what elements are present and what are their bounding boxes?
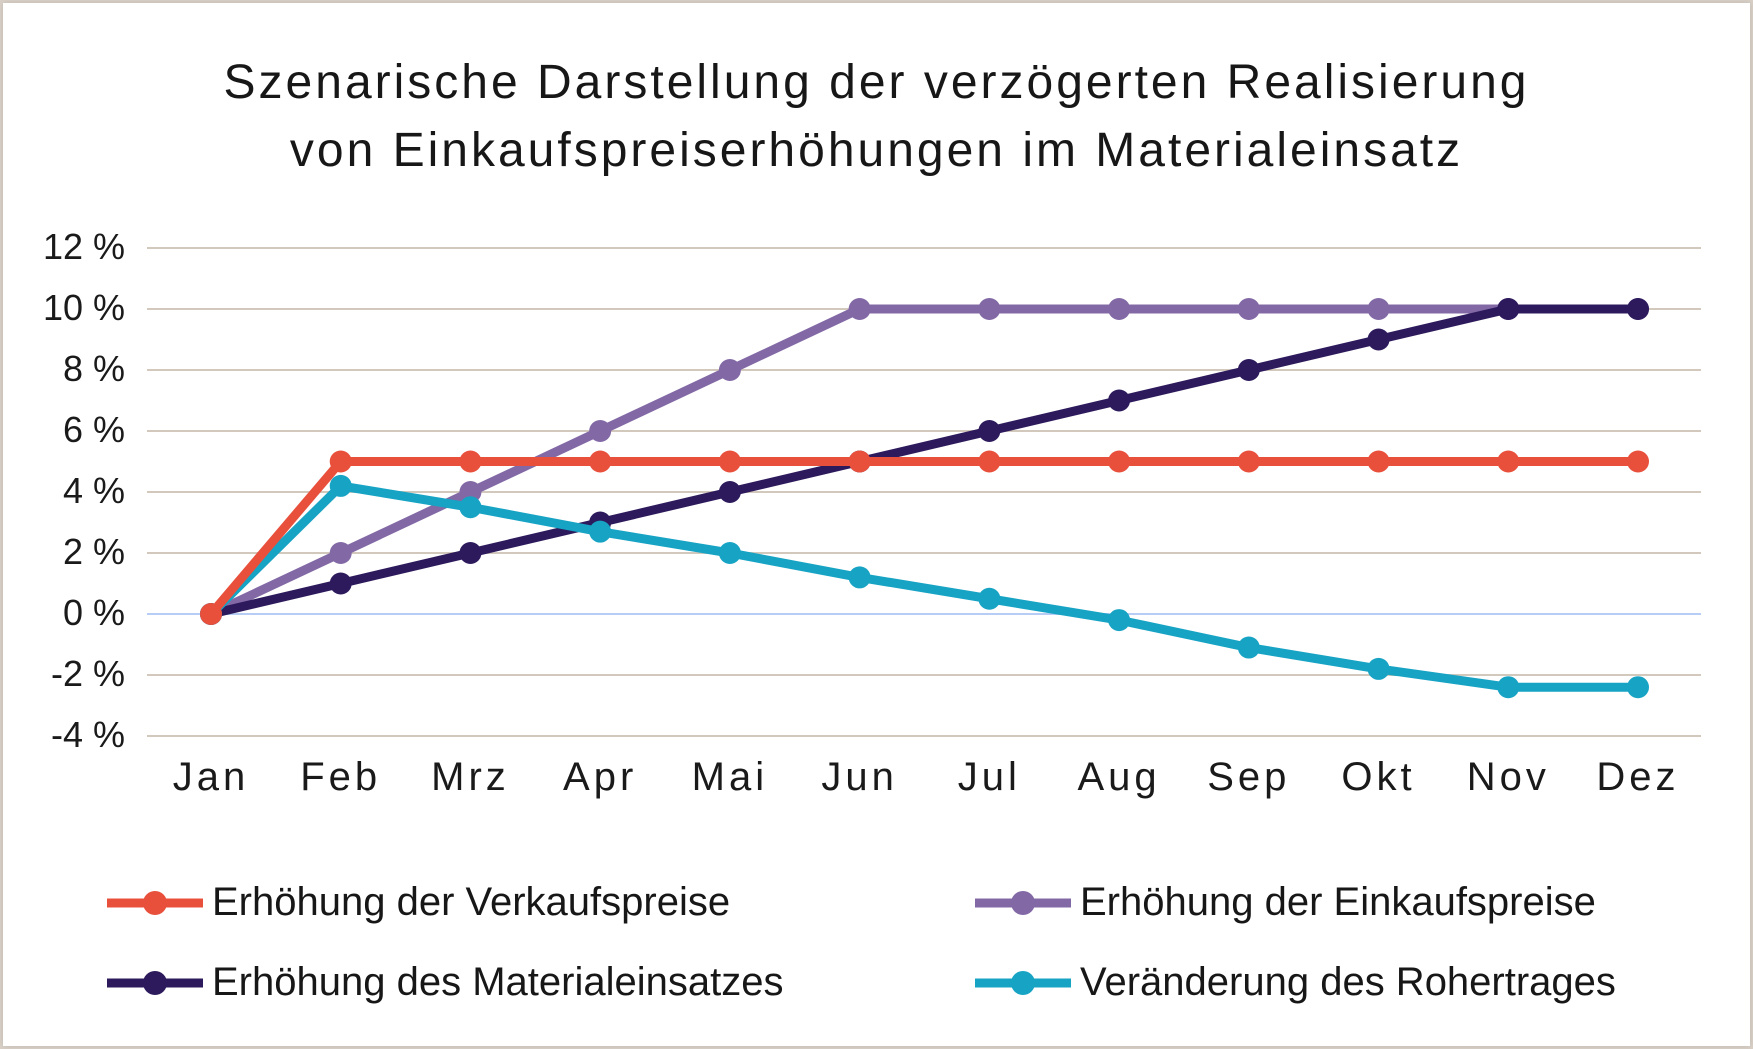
svg-text:0 %: 0 % [63,592,125,633]
svg-text:8 %: 8 % [63,348,125,389]
svg-text:10 %: 10 % [43,287,125,328]
svg-text:Dez: Dez [1596,755,1679,799]
svg-text:Jul: Jul [958,755,1021,799]
svg-text:6 %: 6 % [63,409,125,450]
svg-text:Apr: Apr [563,755,637,799]
svg-text:Nov: Nov [1467,755,1550,799]
svg-text:-4 %: -4 % [51,714,125,755]
svg-text:2 %: 2 % [63,531,125,572]
svg-text:Mai: Mai [692,755,768,799]
svg-text:Okt: Okt [1341,755,1415,799]
svg-text:Aug: Aug [1078,755,1161,799]
svg-text:-2 %: -2 % [51,653,125,694]
svg-text:Feb: Feb [300,755,381,799]
svg-text:4 %: 4 % [63,470,125,511]
svg-text:Jan: Jan [173,755,250,799]
svg-text:Mrz: Mrz [431,755,510,799]
svg-text:Jun: Jun [821,755,898,799]
svg-text:12 %: 12 % [43,226,125,267]
svg-text:Sep: Sep [1207,755,1290,799]
